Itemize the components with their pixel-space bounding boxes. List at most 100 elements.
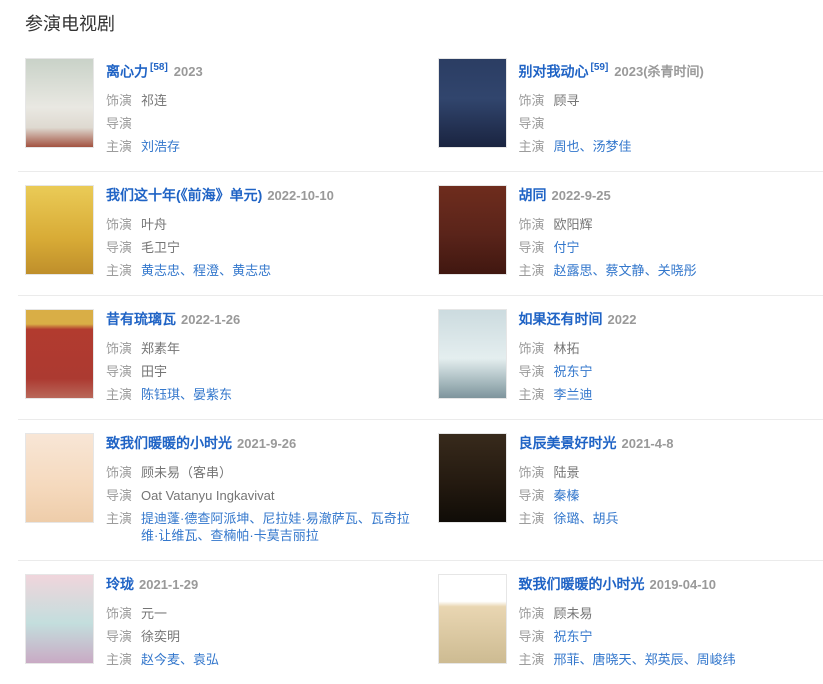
name-separator: 、	[180, 263, 193, 278]
starring-name-link[interactable]: 黄志忠	[141, 263, 180, 278]
starring-name-link[interactable]: 邢菲	[554, 652, 580, 667]
starring-label: 主演	[106, 138, 132, 155]
starring-name-link[interactable]: 李兰迪	[554, 387, 593, 402]
name-separator: 、	[197, 528, 210, 543]
starring-name-link[interactable]: 程澄	[193, 263, 219, 278]
starring-name-link[interactable]: 查楠帕·卡莫吉丽拉	[210, 528, 318, 543]
director-name[interactable]: 付宁	[554, 239, 580, 256]
starring-name-link[interactable]: 袁弘	[193, 652, 219, 667]
drama-title-link[interactable]: 致我们暖暖的小时光	[519, 576, 645, 592]
drama-title-link[interactable]: 昔有琉璃瓦	[106, 311, 176, 327]
drama-title-link[interactable]: 我们这十年(《前海》单元)	[106, 187, 262, 203]
release-date: 2019-04-10	[650, 577, 717, 592]
role-row: 饰演 欧阳辉	[519, 216, 823, 233]
drama-cell: 别对我动心[59]2023(杀青时间) 饰演 顾寻 导演 主演 周也、汤梦佳	[421, 58, 823, 155]
role-label: 饰演	[106, 340, 132, 357]
starring-name-link[interactable]: 徐璐	[554, 511, 580, 526]
starring-list: 徐璐、胡兵	[554, 510, 823, 527]
drama-title-link[interactable]: 别对我动心	[519, 63, 589, 79]
drama-entry: 别对我动心[59]2023(杀青时间) 饰演 顾寻 导演 主演 周也、汤梦佳	[421, 58, 823, 155]
drama-title-link[interactable]: 如果还有时间	[519, 311, 603, 327]
starring-name-link[interactable]: 郑英辰	[645, 652, 684, 667]
starring-name-link[interactable]: 赵今麦	[141, 652, 180, 667]
name-separator: 、	[580, 652, 593, 667]
starring-name-link[interactable]: 汤梦佳	[593, 139, 632, 154]
title-line: 别对我动心[59] 2023(杀青时间)	[519, 59, 823, 81]
poster-image[interactable]	[438, 309, 507, 399]
poster-image[interactable]	[25, 185, 94, 275]
reference-link[interactable]: [59]	[591, 62, 609, 73]
filmography-section: 参演电视剧 离心力[58]2023 饰演 祁连 导演 主演 刘浩存	[18, 12, 823, 684]
starring-name-link[interactable]: 周峻纬	[697, 652, 736, 667]
poster-image[interactable]	[438, 433, 507, 523]
poster-image[interactable]	[25, 309, 94, 399]
title-line: 离心力[58] 2023	[106, 59, 421, 81]
starring-name-link[interactable]: 关晓彤	[658, 263, 697, 278]
drama-entry: 我们这十年(《前海》单元)2022-10-10 饰演 叶舟 导演 毛卫宁 主演 …	[18, 185, 421, 279]
starring-name-link[interactable]: 提迪蓬·德查阿派坤	[141, 511, 249, 526]
starring-label: 主演	[106, 386, 132, 403]
release-date: 2023	[174, 64, 203, 79]
starring-row: 主演 李兰迪	[519, 386, 823, 403]
director-row: 导演 Oat Vatanyu Ingkavivat	[106, 487, 421, 504]
starring-row: 主演 黄志忠、程澄、黄志忠	[106, 262, 421, 279]
role-name: 祁连	[141, 92, 167, 109]
starring-name-link[interactable]: 胡兵	[593, 511, 619, 526]
title-line: 致我们暖暖的小时光 2019-04-10	[519, 575, 823, 594]
starring-name-link[interactable]: 黄志忠	[232, 263, 271, 278]
starring-name-link[interactable]: 周也	[554, 139, 580, 154]
role-row: 饰演 陆景	[519, 464, 823, 481]
release-date: 2021-4-8	[622, 436, 674, 451]
director-name[interactable]: 秦榛	[554, 487, 580, 504]
director-row: 导演 徐奕明	[106, 628, 421, 645]
starring-name-link[interactable]: 赵露思	[554, 263, 593, 278]
poster-image[interactable]	[25, 574, 94, 664]
drama-title-link[interactable]: 离心力	[106, 63, 148, 79]
starring-label: 主演	[106, 262, 132, 279]
starring-row: 主演 徐璐、胡兵	[519, 510, 823, 527]
director-label: 导演	[519, 628, 545, 645]
director-label: 导演	[106, 239, 132, 256]
starring-name-link[interactable]: 蔡文静	[606, 263, 645, 278]
starring-row: 主演 赵露思、蔡文静、关晓彤	[519, 262, 823, 279]
drama-title-link[interactable]: 良辰美景好时光	[519, 435, 617, 451]
starring-list: 周也、汤梦佳	[554, 138, 823, 155]
starring-name-link[interactable]: 刘浩存	[141, 139, 180, 154]
role-label: 饰演	[106, 605, 132, 622]
starring-name-link[interactable]: 尼拉娃·易澈萨瓦	[262, 511, 357, 526]
drama-cell: 我们这十年(《前海》单元)2022-10-10 饰演 叶舟 导演 毛卫宁 主演 …	[18, 185, 421, 279]
director-name[interactable]: 祝东宁	[554, 628, 593, 645]
starring-list: 陈钰琪、晏紫东	[141, 386, 420, 403]
starring-list: 李兰迪	[554, 386, 823, 403]
starring-name-link[interactable]: 唐晓天	[593, 652, 632, 667]
director-row: 导演	[106, 115, 421, 132]
poster-image[interactable]	[438, 574, 507, 664]
drama-title-link[interactable]: 玲珑	[106, 576, 134, 592]
starring-label: 主演	[519, 386, 545, 403]
release-date: 2023(杀青时间)	[614, 64, 704, 79]
role-label: 饰演	[519, 464, 545, 481]
poster-image[interactable]	[25, 58, 94, 148]
reference-link[interactable]: [58]	[150, 62, 168, 73]
drama-title-link[interactable]: 致我们暖暖的小时光	[106, 435, 232, 451]
starring-name-link[interactable]: 陈钰琪	[141, 387, 180, 402]
poster-image[interactable]	[25, 433, 94, 523]
director-name[interactable]: 祝东宁	[554, 363, 593, 380]
role-name: 顾未易（客串）	[141, 464, 232, 481]
starring-name-link[interactable]: 晏紫东	[193, 387, 232, 402]
poster-image[interactable]	[438, 58, 507, 148]
role-row: 饰演 顾未易	[519, 605, 823, 622]
role-row: 饰演 郑素年	[106, 340, 421, 357]
poster-image[interactable]	[438, 185, 507, 275]
title-line: 我们这十年(《前海》单元)2022-10-10	[106, 186, 421, 205]
drama-title-link[interactable]: 胡同	[519, 187, 547, 203]
role-row: 饰演 元一	[106, 605, 421, 622]
